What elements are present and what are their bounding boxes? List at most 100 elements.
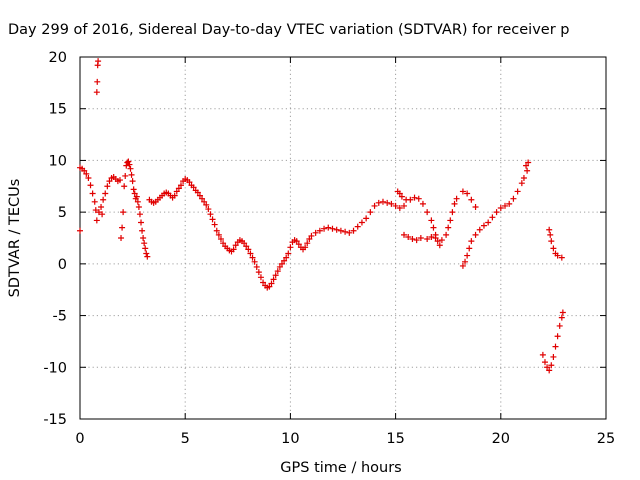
data-point xyxy=(424,209,431,216)
data-point xyxy=(548,362,555,369)
data-point xyxy=(342,228,349,235)
data-point xyxy=(409,236,416,243)
data-point xyxy=(127,165,134,172)
data-point xyxy=(337,227,344,234)
data-point xyxy=(316,227,323,234)
data-point xyxy=(449,209,456,216)
chart-title: Day 299 of 2016, Sidereal Day-to-day VTE… xyxy=(8,22,569,38)
x-tick-label: 5 xyxy=(181,431,190,447)
data-point xyxy=(126,161,133,168)
data-point xyxy=(476,226,483,233)
data-point xyxy=(524,167,531,174)
x-axis-label: GPS time / hours xyxy=(280,460,401,476)
data-point xyxy=(199,195,206,202)
data-point xyxy=(140,235,147,241)
data-point xyxy=(432,235,439,241)
data-point xyxy=(493,209,500,216)
data-point xyxy=(550,245,557,252)
data-point xyxy=(121,183,128,190)
data-point xyxy=(196,192,203,199)
data-point xyxy=(506,200,513,207)
data-point xyxy=(333,226,340,233)
data-point xyxy=(213,227,220,234)
data-point xyxy=(424,236,431,243)
data-point xyxy=(92,207,99,214)
data-point xyxy=(230,246,237,253)
data-point xyxy=(468,238,475,245)
data-point xyxy=(128,171,135,178)
data-point xyxy=(89,190,96,197)
data-point xyxy=(388,200,395,207)
data-point xyxy=(77,227,83,234)
data-point xyxy=(306,236,313,243)
data-point xyxy=(434,238,441,245)
data-point xyxy=(186,179,193,186)
data-point xyxy=(459,262,466,269)
data-point xyxy=(430,224,437,231)
data-point xyxy=(106,178,113,185)
data-point xyxy=(123,162,130,169)
data-point xyxy=(459,188,466,195)
y-tick-label: 20 xyxy=(49,50,67,66)
data-point xyxy=(129,178,136,185)
data-point xyxy=(453,195,460,202)
data-point xyxy=(190,184,197,191)
x-tick-label: 15 xyxy=(386,431,404,447)
axis-ticks: 0 5 10 15 20 25 -15 -10 -5 0 5 10 15 20 xyxy=(43,50,615,447)
y-tick-label: -15 xyxy=(43,412,67,428)
data-point xyxy=(209,216,216,223)
data-point xyxy=(371,202,378,209)
data-point xyxy=(304,240,311,247)
data-point xyxy=(142,245,149,252)
data-point xyxy=(447,217,454,224)
data-point xyxy=(247,250,254,257)
data-point xyxy=(203,201,210,208)
data-point xyxy=(419,200,426,207)
data-point xyxy=(287,244,294,251)
data-point xyxy=(100,196,107,203)
data-point xyxy=(104,183,111,190)
grid-lines xyxy=(80,57,606,419)
data-point xyxy=(354,223,361,230)
data-point xyxy=(276,263,283,270)
data-point xyxy=(462,258,469,265)
data-point xyxy=(401,202,408,209)
data-point xyxy=(379,198,386,205)
data-point xyxy=(392,202,399,209)
data-point xyxy=(274,268,281,275)
data-point xyxy=(243,243,250,250)
data-point xyxy=(497,205,504,212)
data-point xyxy=(510,195,517,202)
data-point xyxy=(201,198,208,205)
data-point xyxy=(518,180,525,187)
data-point xyxy=(83,170,90,177)
data-point xyxy=(546,367,553,374)
y-tick-label: 5 xyxy=(58,205,67,221)
data-point xyxy=(556,322,563,329)
y-tick-label: -5 xyxy=(53,309,67,325)
data-point xyxy=(554,252,561,259)
data-point xyxy=(139,227,146,234)
data-point xyxy=(363,215,370,222)
data-point xyxy=(417,235,424,241)
data-point xyxy=(131,190,138,197)
data-point xyxy=(102,190,109,197)
data-point xyxy=(232,242,239,249)
data-point xyxy=(278,260,285,267)
data-point xyxy=(144,253,151,260)
data-point xyxy=(308,232,315,239)
data-point xyxy=(270,276,277,283)
data-point xyxy=(245,246,252,253)
data-point xyxy=(428,233,435,240)
data-point xyxy=(205,206,212,213)
data-point xyxy=(215,231,222,238)
data-point xyxy=(120,209,127,216)
data-point xyxy=(559,309,566,316)
data-point xyxy=(87,182,94,189)
data-point xyxy=(211,221,218,228)
data-point xyxy=(438,237,445,244)
data-point xyxy=(141,240,148,247)
data-point xyxy=(445,224,452,231)
data-point xyxy=(171,192,178,199)
data-point xyxy=(525,159,532,166)
